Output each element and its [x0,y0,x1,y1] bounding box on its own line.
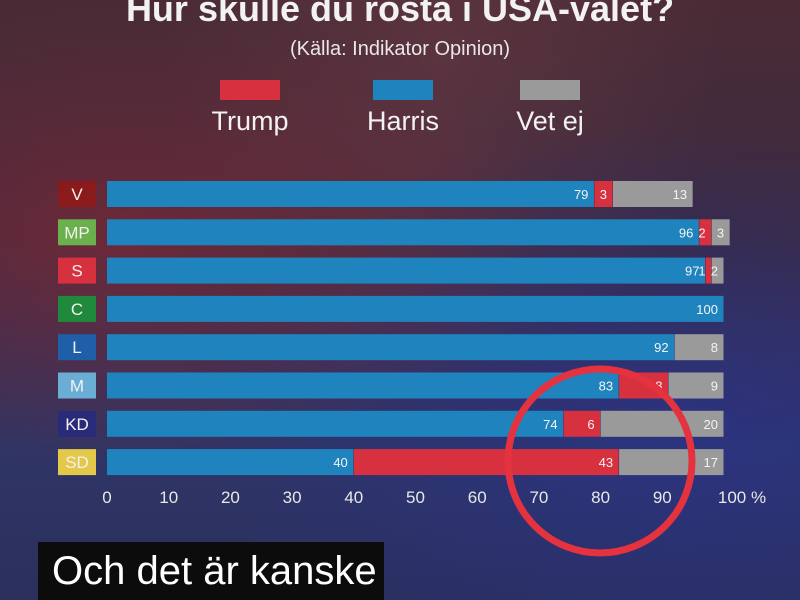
party-badge-s [58,257,96,284]
bar-segment-harris [107,295,724,322]
party-label-s: S [71,262,82,281]
bar-segment-vet-ej [711,219,730,246]
data-label-vet-ej: 2 [711,264,718,279]
party-badge-mp [58,219,96,246]
x-tick-label: 0 [102,488,111,507]
legend-label-vet-ej: Vet ej [516,106,584,136]
x-tick-label: 90 [653,488,672,507]
data-label-harris: 97 [685,264,699,279]
bar-segment-trump [594,181,613,207]
data-label-vet-ej: 13 [673,187,687,202]
x-tick-label: 80 [591,488,610,507]
data-label-trump: 43 [599,455,613,470]
party-badge-l [58,334,96,361]
bar-segment-harris [107,181,594,207]
data-label-vet-ej: 3 [717,225,724,240]
chart-title: Hur skulle du rösta i USA-valet? [125,0,675,29]
legend-swatch-vet-ej [520,80,580,100]
highlight-circle [504,365,696,557]
party-label-c: C [71,300,83,319]
bar-segment-harris [107,334,675,361]
data-label-harris: 40 [333,455,347,470]
x-tick-label: 20 [221,488,240,507]
legend-swatch-trump [220,80,280,100]
bar-segment-vet-ej [600,410,724,437]
bar-row-m: M 83 8 9 [58,372,724,399]
x-tick-label: 100 % [718,488,766,507]
bar-segment-vet-ej [612,181,693,207]
data-label-harris: 96 [679,225,693,240]
bar-segment-vet-ej [619,449,724,476]
bar-row-v: V 79 3 13 [58,181,693,207]
party-badge-sd [58,449,96,476]
party-label-v: V [71,185,83,204]
data-label-harris: 92 [654,340,668,355]
data-label-trump: 2 [698,225,705,240]
legend-label-harris: Harris [367,106,439,136]
x-tick-label: 60 [468,488,487,507]
party-badge-m [58,372,96,399]
bar-segment-vet-ej [668,372,724,399]
legend-item-harris: Harris [333,80,473,137]
bar-row-sd: SD 40 43 17 [58,449,724,476]
party-badge-kd [58,410,96,437]
bar-segment-trump [353,449,619,476]
bar-row-s: S 971 2 [58,257,724,284]
party-label-mp: MP [64,223,90,242]
party-label-l: L [72,338,81,357]
party-label-m: M [70,377,84,396]
data-label-harris: 74 [543,417,557,432]
data-label-vet-ej: 8 [711,340,718,355]
data-label-harris: 100 [696,302,718,317]
data-label-trump: 1 [698,264,705,279]
data-label-harris: 83 [599,379,613,394]
bar-row-mp: MP 96 2 3 [58,219,730,246]
bar-segment-harris [107,410,564,437]
bar-segment-harris [107,257,705,284]
data-label-harris: 79 [574,187,588,202]
party-badge-v [58,181,96,207]
data-label-vet-ej: 9 [711,379,718,394]
bar-segment-trump [699,219,712,246]
bar-segment-trump [563,410,601,437]
bar-row-kd: KD 74 6 20 [58,410,724,437]
bar-row-c: C 100 [58,295,724,322]
legend-item-trump: Trump [180,80,320,137]
x-tick-label: 30 [283,488,302,507]
bar-row-l: L 92 8 [58,334,724,361]
data-label-vet-ej: 17 [704,455,718,470]
subtitle-caption: Och det är kanske [38,542,384,600]
bar-segment-vet-ej [674,334,724,361]
party-label-sd: SD [65,453,89,472]
chart-subtitle: (Källa: Indikator Opinion) [289,38,511,60]
party-label-kd: KD [65,415,89,434]
legend-item-vet-ej: Vet ej [480,80,620,137]
bar-segment-trump [705,257,712,284]
x-tick-label: 10 [159,488,178,507]
bar-segment-harris [107,219,699,246]
data-label-trump: 6 [587,417,594,432]
legend-swatch-harris [373,80,433,100]
x-tick-label: 50 [406,488,425,507]
bar-segment-harris [107,449,354,476]
party-badge-c [58,295,96,322]
x-tick-label: 70 [529,488,548,507]
legend-label-trump: Trump [211,106,289,136]
data-label-trump: 3 [600,187,607,202]
data-label-vet-ej: 20 [704,417,718,432]
bar-segment-vet-ej [711,257,724,284]
x-tick-label: 40 [344,488,363,507]
